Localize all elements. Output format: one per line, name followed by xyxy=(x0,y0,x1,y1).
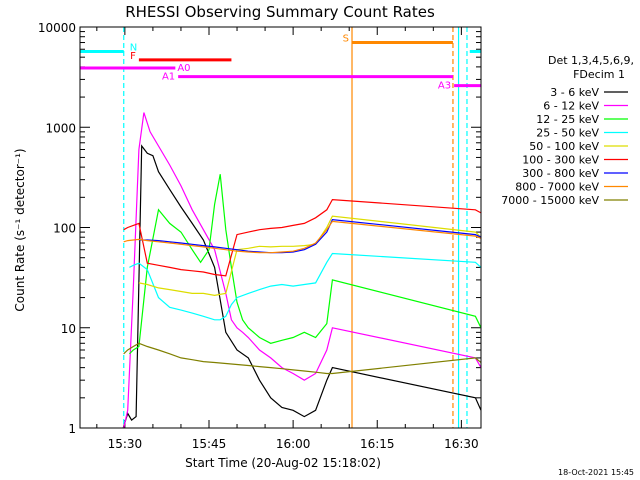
flag-label-S: S xyxy=(343,34,349,45)
legend-header-line-1: Det 1,3,4,5,6,9, xyxy=(548,54,634,67)
footer-date: 18-Oct-2021 15:45 xyxy=(558,468,634,477)
axis-ticks xyxy=(80,26,481,429)
legend-entry-label: 25 - 50 keV xyxy=(536,127,599,140)
series-lines xyxy=(122,112,481,428)
series-line-3 xyxy=(129,252,481,321)
series-line-6 xyxy=(138,218,481,254)
legend-entry-label: 3 - 6 keV xyxy=(550,86,599,99)
series-line-5 xyxy=(123,198,481,277)
x-tick-label: 15:30 xyxy=(108,437,143,451)
flag-label-A3: A3 xyxy=(438,81,451,92)
legend-entry-label: 800 - 7000 keV xyxy=(515,181,599,194)
x-axis-label: Start Time (20-Aug-02 15:18:02) xyxy=(185,456,381,470)
x-tick-label: 16:30 xyxy=(444,437,479,451)
plot-frame xyxy=(79,26,482,429)
legend-entry-label: 50 - 100 keV xyxy=(529,140,599,153)
y-axis-label: Count Rate (s⁻¹ detector⁻¹) xyxy=(13,148,27,311)
series-line-4 xyxy=(138,215,481,297)
flag-label-A1: A1 xyxy=(162,72,175,83)
legend-header-line-2: FDecim 1 xyxy=(573,68,625,81)
x-tick-label: 15:45 xyxy=(192,437,227,451)
x-tick-label: 16:00 xyxy=(276,437,311,451)
y-tick-labels: 1 10 100 1000 10000 xyxy=(38,21,76,436)
legend-entry-label: 12 - 25 keV xyxy=(536,113,599,126)
y-tick-label: 10 xyxy=(61,322,76,336)
x-tick-label: 16:15 xyxy=(360,437,395,451)
y-tick-label: 1 xyxy=(68,422,76,436)
flag-label-N: N xyxy=(130,42,137,53)
y-tick-label: 10000 xyxy=(38,21,76,35)
y-tick-label: 1000 xyxy=(45,121,76,135)
series-line-7 xyxy=(123,220,481,254)
legend-entry-label: 300 - 800 keV xyxy=(522,167,599,180)
x-tick-labels: 15:30 15:45 16:00 16:15 16:30 xyxy=(108,437,479,451)
legend-entry-label: 7000 - 15000 keV xyxy=(501,194,599,207)
legend-entry-label: 100 - 300 keV xyxy=(522,154,599,167)
vertical-markers xyxy=(123,27,468,428)
flag-label-A0: A0 xyxy=(177,63,190,74)
legend-entry-label: 6 - 12 keV xyxy=(543,100,599,113)
chart-title: RHESSI Observing Summary Count Rates xyxy=(125,3,435,21)
series-line-0 xyxy=(122,144,481,428)
y-tick-label: 100 xyxy=(53,222,76,236)
series-line-8 xyxy=(123,342,481,375)
series-line-2 xyxy=(128,174,481,355)
series-line-1 xyxy=(123,112,481,428)
flag-label-F: F xyxy=(130,51,136,62)
